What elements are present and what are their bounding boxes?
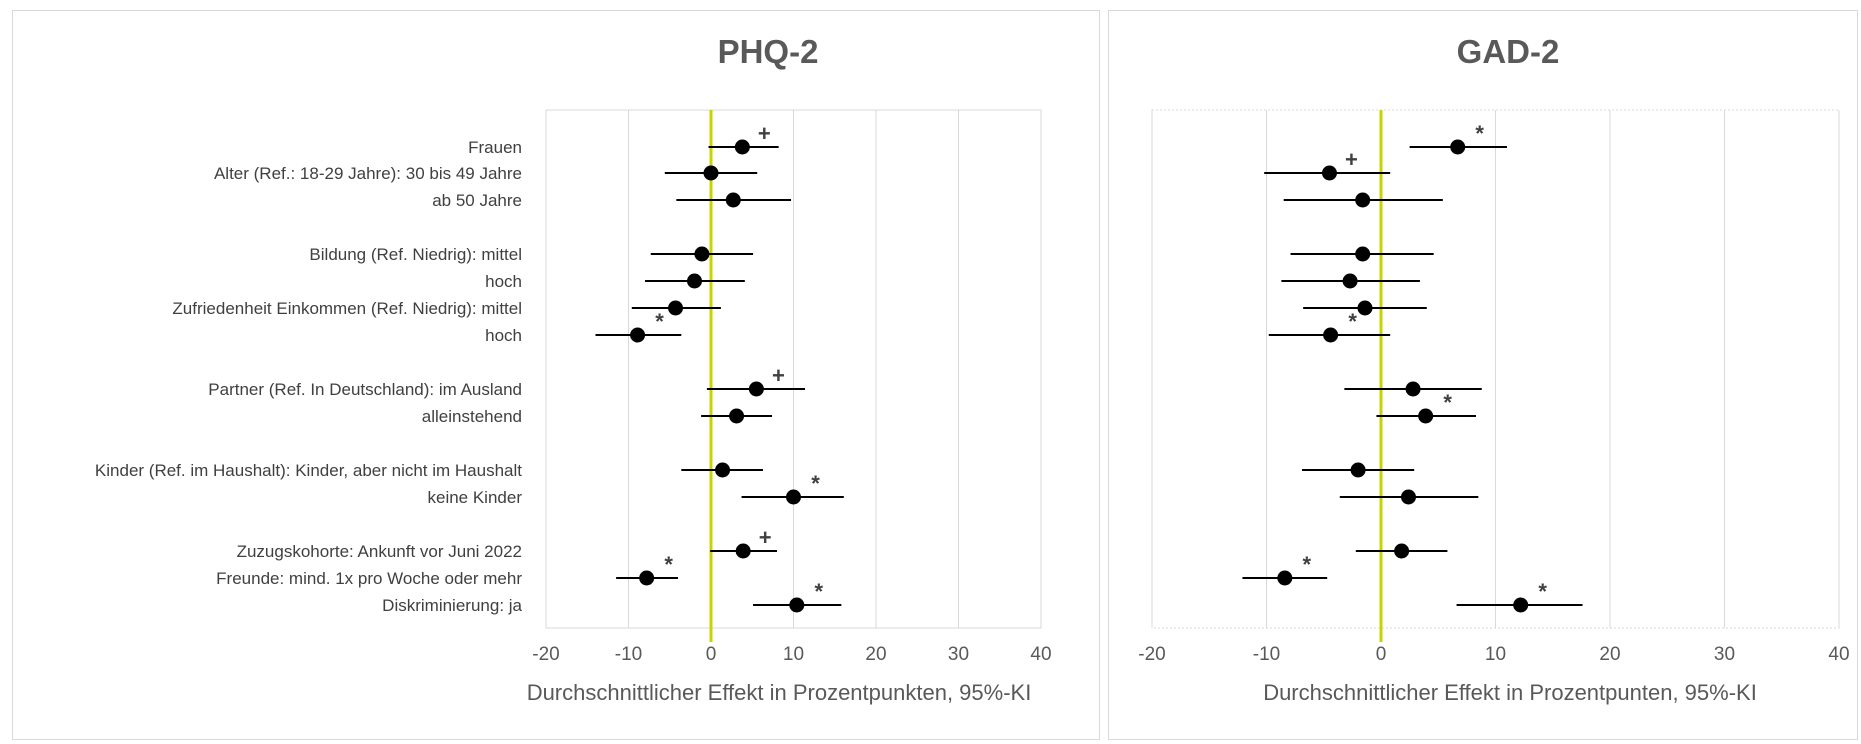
- significance-marker: *: [811, 471, 820, 496]
- x-tick-label: -20: [532, 644, 559, 665]
- x-tick-label: 30: [1714, 644, 1735, 665]
- estimate-point: [1321, 165, 1337, 181]
- row-label: ab 50 Jahre: [432, 191, 522, 210]
- estimate-point: [1357, 300, 1373, 316]
- row-label: keine Kinder: [427, 488, 522, 507]
- row-label: Partner (Ref. In Deutschland): im Auslan…: [208, 380, 522, 399]
- significance-marker: *: [1538, 579, 1547, 604]
- row-label: hoch: [485, 272, 522, 291]
- significance-marker: *: [1443, 390, 1452, 415]
- estimate-point: [639, 570, 655, 586]
- row-label: Frauen: [468, 138, 522, 157]
- estimate-point: [630, 327, 646, 343]
- row-label: Zufriedenheit Einkommen (Ref. Niedrig): …: [172, 299, 522, 318]
- x-tick-label: 30: [948, 644, 969, 665]
- x-tick-label: 40: [1828, 644, 1849, 665]
- estimate-point: [729, 408, 745, 424]
- estimate-point: [1513, 597, 1529, 613]
- significance-marker: +: [758, 121, 771, 146]
- significance-marker: +: [759, 525, 772, 550]
- x-axis-label: Durchschnittlicher Effekt in Prozentpunt…: [1263, 680, 1757, 705]
- estimate-point: [1277, 570, 1293, 586]
- x-tick-label: -20: [1138, 644, 1165, 665]
- estimate-point: [694, 246, 710, 262]
- estimate-point: [748, 381, 764, 397]
- row-label: Kinder (Ref. im Haushalt): Kinder, aber …: [95, 461, 522, 480]
- row-label: Bildung (Ref. Niedrig): mittel: [309, 245, 522, 264]
- estimate-point: [1350, 462, 1366, 478]
- estimate-point: [1450, 139, 1466, 155]
- x-tick-label: 0: [706, 644, 717, 665]
- row-label: alleinstehend: [422, 407, 522, 426]
- estimate-point: [1405, 381, 1421, 397]
- plot-content: -20 -10 0 10 20 30 40 * + * * * *: [1138, 110, 1850, 665]
- significance-marker: *: [1348, 309, 1357, 334]
- significance-marker: *: [664, 552, 673, 577]
- estimate-point: [1355, 192, 1371, 208]
- row-label: hoch: [485, 326, 522, 345]
- estimate-point: [1342, 273, 1358, 289]
- chart-panel-gad2: GAD-2 -20 -10 0 10 20 30 40 * + * * * * Durchschnitt…: [1108, 10, 1858, 740]
- estimate-point: [1400, 489, 1416, 505]
- significance-marker: +: [1345, 147, 1358, 172]
- row-label: Zuzugskohorte: Ankunft vor Juni 2022: [237, 542, 522, 561]
- x-tick-label: -10: [1253, 644, 1280, 665]
- x-tick-label: 0: [1376, 644, 1387, 665]
- estimate-point: [735, 543, 751, 559]
- significance-marker: +: [772, 363, 785, 388]
- chart-phq2: PHQ-2 -20 -10 0 10 20 30 40 Frauen Alter (Ref.: …: [95, 33, 1052, 705]
- estimate-point: [1394, 543, 1410, 559]
- estimate-point: [725, 192, 741, 208]
- chart-title: PHQ-2: [718, 33, 819, 70]
- chart-panel-phq2: PHQ-2 -20 -10 0 10 20 30 40 Frauen Alter (Ref.: …: [12, 10, 1100, 740]
- x-tick-label: 10: [1485, 644, 1506, 665]
- estimate-point: [789, 597, 805, 613]
- row-label: Diskriminierung: ja: [382, 596, 522, 615]
- estimate-point: [1355, 246, 1371, 262]
- estimate-point: [786, 489, 801, 505]
- plot-content: -20 -10 0 10 20 30 40 Frauen Alter (Ref.: 18-29 …: [95, 110, 1052, 665]
- estimate-point: [734, 139, 750, 155]
- x-tick-label: 40: [1030, 644, 1051, 665]
- significance-marker: *: [815, 579, 824, 604]
- significance-marker: *: [1475, 121, 1484, 146]
- chart-title: GAD-2: [1457, 33, 1560, 70]
- x-tick-label: 20: [1599, 644, 1620, 665]
- estimate-point: [668, 300, 684, 316]
- significance-marker: *: [1303, 552, 1312, 577]
- estimate-point: [715, 462, 731, 478]
- estimate-point: [1418, 408, 1434, 424]
- significance-marker: *: [655, 309, 664, 334]
- estimate-point: [1323, 327, 1339, 343]
- chart-gad2: GAD-2 -20 -10 0 10 20 30 40 * + * * * * Durchschnitt…: [1138, 33, 1850, 705]
- x-axis-label: Durchschnittlicher Effekt in Prozentpunk…: [527, 680, 1032, 705]
- x-tick-label: 10: [783, 644, 804, 665]
- x-tick-label: 20: [865, 644, 886, 665]
- x-tick-label: -10: [615, 644, 642, 665]
- row-label: Alter (Ref.: 18-29 Jahre): 30 bis 49 Jah…: [214, 164, 522, 183]
- row-label: Freunde: mind. 1x pro Woche oder mehr: [216, 569, 522, 588]
- estimate-point: [687, 273, 702, 289]
- estimate-point: [703, 165, 719, 181]
